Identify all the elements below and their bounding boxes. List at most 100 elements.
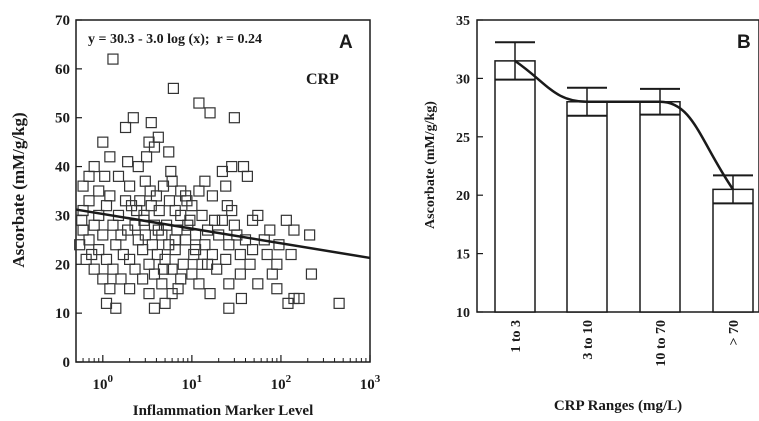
- data-point: [163, 146, 175, 158]
- data-point: [193, 185, 205, 197]
- data-point: [137, 273, 149, 285]
- data-point: [143, 288, 155, 300]
- data-point: [167, 82, 179, 95]
- data-point: [122, 156, 134, 168]
- data-point: [179, 234, 192, 246]
- data-point: [88, 263, 100, 275]
- data-point: [252, 278, 264, 290]
- data-point: [305, 268, 318, 280]
- y-tick-label: 20: [456, 189, 470, 204]
- data-point: [97, 273, 109, 285]
- data-point: [104, 190, 116, 202]
- data-point: [209, 214, 221, 226]
- panel-a-label: A: [339, 32, 353, 53]
- data-point: [112, 170, 125, 182]
- data-point: [266, 268, 278, 280]
- data-point: [293, 292, 305, 305]
- data-point: [206, 190, 218, 202]
- y-tick-label: 15: [456, 248, 470, 263]
- data-point: [140, 151, 153, 163]
- y-tick-label: 0: [63, 355, 71, 371]
- category-label: > 70: [727, 320, 742, 345]
- data-point: [211, 263, 223, 275]
- data-point: [124, 283, 136, 295]
- y-tick-label: 30: [55, 208, 70, 224]
- data-point: [97, 136, 109, 148]
- panel-a-x-label: Inflammation Marker Level: [133, 403, 314, 419]
- data-point: [271, 258, 283, 270]
- panel-b: 10 15 20 25 30 35 1 to 3 3 to 10 10 to 70 > 70 B…: [423, 14, 759, 414]
- data-point: [196, 209, 208, 222]
- data-point: [193, 278, 205, 290]
- data-point: [288, 224, 300, 236]
- data-point: [83, 234, 95, 246]
- panel-b-y-axis: 10 15 20 25 30 35: [456, 14, 483, 321]
- data-point: [124, 180, 136, 192]
- data-point: [235, 292, 248, 305]
- data-point: [76, 214, 88, 226]
- data-point: [107, 53, 119, 65]
- data-point: [234, 268, 246, 280]
- data-point: [304, 229, 316, 241]
- bar: [639, 101, 681, 313]
- y-tick-label: 10: [456, 306, 470, 321]
- data-point: [234, 248, 246, 261]
- data-point: [77, 224, 89, 236]
- data-point: [223, 302, 235, 314]
- data-point: [285, 248, 297, 261]
- data-point: [148, 141, 161, 153]
- data-point: [204, 107, 216, 119]
- data-point: [206, 248, 218, 261]
- y-tick-label: 70: [55, 13, 70, 29]
- data-point: [175, 273, 187, 285]
- data-point: [156, 278, 168, 290]
- panel-a-inset-label: CRP: [306, 71, 339, 88]
- data-point: [119, 121, 132, 134]
- panel-b-trend-curve: [514, 59, 735, 191]
- panel-a-equation: y = 30.3 - 3.0 log (x); r = 0.24: [88, 32, 262, 47]
- data-point: [221, 200, 233, 212]
- data-point: [166, 263, 178, 275]
- x-tick-label: 102: [271, 373, 292, 393]
- data-point: [184, 214, 196, 226]
- data-point: [271, 283, 283, 295]
- panel-a: 0 10 20 30 40 50 60 70 100 101 102 103 y = 30.3 - …: [9, 13, 381, 419]
- data-point: [97, 229, 109, 241]
- data-point: [139, 175, 151, 187]
- data-point: [246, 244, 259, 256]
- y-tick-label: 25: [456, 131, 470, 146]
- data-point: [280, 214, 292, 226]
- data-point: [220, 253, 232, 265]
- data-point: [189, 229, 202, 241]
- data-point: [83, 195, 95, 207]
- data-point: [261, 248, 273, 261]
- x-tick-label: 101: [182, 373, 203, 393]
- data-point: [193, 97, 205, 109]
- data-point: [163, 195, 176, 207]
- y-tick-label: 60: [55, 62, 70, 78]
- panel-a-y-axis: 0 10 20 30 40 50 60 70: [55, 13, 82, 371]
- data-point: [110, 239, 122, 251]
- data-point: [88, 160, 100, 173]
- x-tick-label: 100: [93, 373, 114, 393]
- panel-a-plot-frame: [75, 19, 371, 363]
- data-point: [131, 204, 143, 217]
- data-point: [228, 219, 240, 231]
- data-point: [199, 239, 211, 251]
- data-point: [145, 116, 157, 129]
- data-point: [223, 278, 235, 290]
- data-point: [157, 263, 170, 275]
- data-point: [189, 244, 202, 256]
- panel-b-bars: [494, 41, 754, 313]
- data-point: [146, 239, 158, 251]
- data-point: [153, 204, 165, 217]
- panel-a-points: [74, 53, 345, 314]
- panel-a-x-axis: 100 101 102 103: [75, 355, 381, 393]
- data-point: [186, 268, 198, 280]
- y-tick-label: 40: [55, 160, 70, 176]
- data-point: [181, 195, 193, 207]
- data-point: [237, 160, 250, 173]
- data-point: [104, 151, 116, 163]
- data-point: [104, 283, 116, 295]
